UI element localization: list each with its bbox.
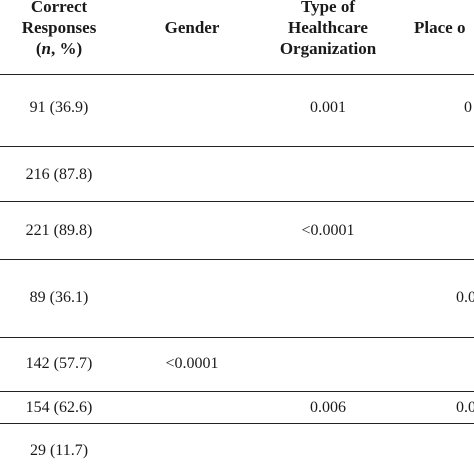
- header-place: Place o: [414, 17, 465, 38]
- header-gender: Gender: [142, 17, 242, 38]
- row-3-correct: 221 (89.8): [25, 222, 93, 239]
- header-org-line3: Organization: [279, 39, 377, 58]
- rule-row-4: [0, 337, 474, 338]
- row-1-org: 0.001: [310, 99, 346, 116]
- row-7-correct: 29 (11.7): [29, 442, 89, 459]
- rule-row-6: [0, 423, 474, 424]
- row-4-place: 0.0: [456, 289, 474, 306]
- row-6-correct: 154 (62.6): [25, 399, 93, 416]
- header-gender-label: Gender: [164, 18, 220, 37]
- rule-header-bottom: [0, 74, 474, 75]
- header-correct-responses: Correct Responses (n, %): [0, 0, 118, 59]
- row-3-org: <0.0001: [301, 222, 355, 239]
- row-5-correct: 142 (57.7): [25, 355, 93, 372]
- row-1-place: 0: [464, 99, 472, 116]
- row-5-gender: <0.0001: [165, 355, 219, 372]
- header-correct-pct: , %): [50, 39, 83, 58]
- row-1-correct: 91 (36.9): [29, 99, 89, 116]
- rule-row-5: [0, 391, 474, 392]
- row-6-org: 0.006: [310, 399, 346, 416]
- row-6-place: 0.0: [456, 399, 474, 416]
- header-correct-line1: Correct: [30, 0, 88, 16]
- header-correct-n: n: [41, 39, 51, 58]
- header-org-line1: Type of: [301, 0, 355, 16]
- rule-row-3: [0, 259, 474, 260]
- header-healthcare-organization: Type of Healthcare Organization: [258, 0, 398, 59]
- rule-row-2: [0, 201, 474, 202]
- row-2-correct: 216 (87.8): [25, 166, 93, 183]
- header-place-label: Place o: [414, 18, 466, 37]
- header-org-line2: Healthcare: [288, 18, 368, 37]
- row-4-correct: 89 (36.1): [29, 289, 89, 306]
- header-correct-line3: (n, %): [35, 39, 83, 58]
- rule-row-1: [0, 146, 474, 147]
- header-correct-line2: Responses: [21, 18, 97, 37]
